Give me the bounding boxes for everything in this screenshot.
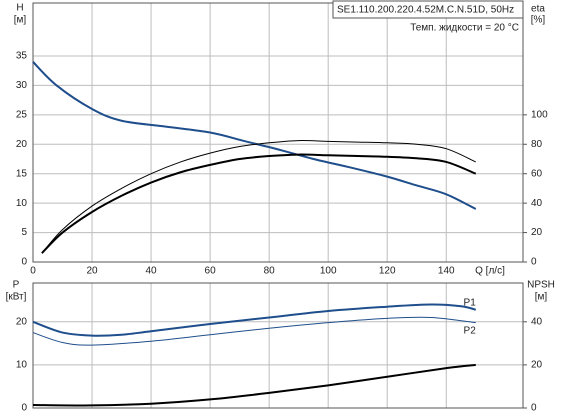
- y-axis-label: H: [16, 3, 23, 14]
- plot-frame: [32, 2, 524, 263]
- temp-label: Темп. жидкости = 20 °C: [410, 23, 519, 34]
- y2-tick-label: 0: [531, 403, 537, 414]
- y2-tick-label: 0: [531, 257, 537, 268]
- y2-axis-label: eta: [531, 4, 545, 15]
- info-box: [332, 0, 524, 19]
- y2-tick-label: 60: [531, 168, 543, 179]
- x-tick-label: 80: [264, 266, 276, 277]
- y2-axis-unit: [м]: [535, 292, 548, 303]
- y-tick-label: 30: [16, 80, 28, 91]
- curve: [41, 140, 476, 254]
- y2-tick-label: 20: [531, 227, 543, 238]
- y2-axis-label: NPSH: [527, 280, 555, 291]
- y-tick-label: 5: [21, 227, 27, 238]
- x-axis-label: Q [л/с]: [475, 266, 505, 277]
- y2-axis-unit: [%]: [531, 15, 546, 26]
- y-tick-label: 10: [16, 198, 28, 209]
- y-axis-label: P: [13, 280, 20, 291]
- y-tick-label: 20: [16, 139, 28, 150]
- legend-label: P1: [464, 297, 477, 308]
- x-tick-label: 120: [379, 266, 396, 277]
- x-tick-label: 20: [86, 266, 98, 277]
- x-tick-label: 140: [438, 266, 455, 277]
- plot-area: [33, 3, 523, 262]
- plot-area: [33, 283, 523, 408]
- y-tick-label: 0: [21, 257, 27, 268]
- y2-tick-label: 20: [531, 360, 543, 371]
- x-tick-label: 0: [30, 266, 36, 277]
- curve: [32, 363, 476, 407]
- y-axis-unit: [кВт]: [6, 292, 27, 303]
- y-tick-label: 35: [16, 51, 28, 62]
- y2-tick-label: 40: [531, 316, 543, 327]
- curve: [32, 303, 477, 337]
- x-tick-label: 40: [146, 266, 158, 277]
- curve: [41, 153, 477, 254]
- y2-tick-label: 40: [531, 198, 543, 209]
- y-axis-unit: [м]: [14, 15, 27, 26]
- legend-label: P2: [464, 325, 477, 336]
- y-tick-label: 15: [16, 168, 28, 179]
- y-tick-label: 20: [16, 316, 28, 327]
- curve: [32, 316, 476, 346]
- x-tick-label: 60: [205, 266, 217, 277]
- y-tick-label: 0: [21, 403, 27, 414]
- x-tick-label: 100: [320, 266, 337, 277]
- plot-frame: [32, 282, 524, 409]
- y2-tick-label: 80: [531, 139, 543, 150]
- curve: [32, 61, 477, 210]
- y2-tick-label: 100: [531, 109, 548, 120]
- y-tick-label: 25: [16, 109, 28, 120]
- y-tick-label: 10: [16, 360, 28, 371]
- model-label: SE1.110.200.220.4.52M.C.N.51D, 50Hz: [337, 5, 514, 16]
